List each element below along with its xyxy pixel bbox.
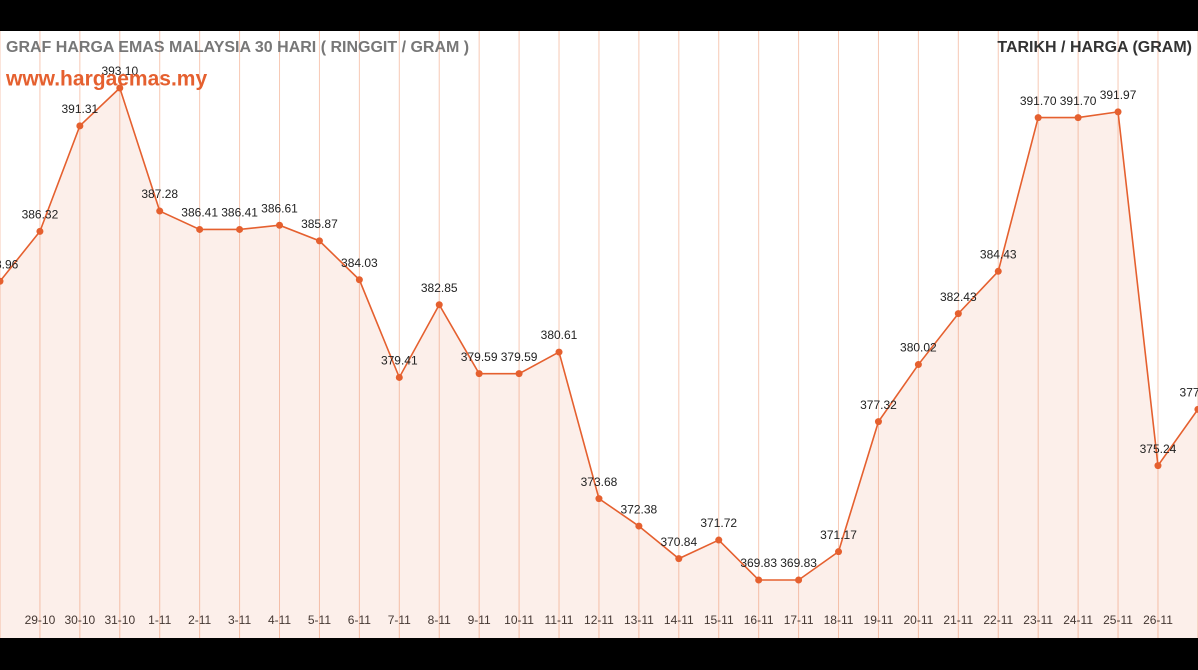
value-label: 370.84 — [660, 535, 697, 549]
value-label: 379.59 — [501, 350, 538, 364]
x-tick-label: 14-11 — [664, 613, 694, 627]
point — [675, 555, 683, 563]
point — [276, 221, 284, 229]
value-label: 369.83 — [780, 556, 817, 570]
x-tick-label: 8-11 — [428, 613, 451, 627]
legend-title: TARIKH / HARGA (GRAM) — [997, 39, 1192, 56]
value-label: 379.59 — [461, 350, 498, 364]
x-tick-label: 30-10 — [65, 613, 96, 627]
site-url: www.hargaemas.my — [5, 68, 207, 91]
area — [0, 88, 1198, 638]
x-tick-label: 15-11 — [704, 613, 734, 627]
value-label: 371.17 — [820, 528, 857, 542]
value-label: 377.32 — [860, 398, 897, 412]
value-label: 369.83 — [740, 556, 777, 570]
value-label: 386.32 — [22, 208, 59, 222]
value-label: 391.31 — [62, 102, 99, 116]
x-tick-label: 13-11 — [624, 613, 654, 627]
point — [755, 576, 763, 584]
x-tick-label: 17-11 — [784, 613, 814, 627]
x-tick-label: 20-11 — [903, 613, 933, 627]
value-label: 386.41 — [181, 206, 218, 220]
value-label: 382.85 — [421, 281, 458, 295]
point — [715, 536, 723, 544]
value-label: 383.96 — [0, 257, 19, 271]
value-label: 391.97 — [1100, 88, 1137, 102]
x-tick-label: 6-11 — [348, 613, 371, 627]
point — [1194, 405, 1198, 413]
x-tick-label: 25-11 — [1103, 613, 1133, 627]
point — [555, 348, 563, 356]
x-tick-label: 7-11 — [388, 613, 411, 627]
point — [196, 225, 204, 233]
x-tick-label: 19-11 — [864, 613, 894, 627]
value-label: 385.87 — [301, 217, 338, 231]
point — [156, 207, 164, 215]
point — [236, 225, 244, 233]
value-label: 391.70 — [1060, 94, 1097, 108]
x-tick-label: 31-10 — [104, 613, 135, 627]
x-tick-label: 1-11 — [148, 613, 171, 627]
point — [1074, 114, 1082, 122]
point — [954, 310, 962, 318]
x-tick-label: 10-11 — [504, 613, 534, 627]
x-tick-label: 16-11 — [744, 613, 774, 627]
point — [874, 418, 882, 426]
point — [435, 301, 443, 309]
value-label: 372.38 — [621, 502, 658, 516]
x-tick-label: 23-11 — [1023, 613, 1053, 627]
x-tick-label: 24-11 — [1063, 613, 1093, 627]
value-label: 386.41 — [221, 206, 258, 220]
value-label: 384.43 — [980, 247, 1017, 261]
chart-title: GRAF HARGA EMAS MALAYSIA 30 HARI ( RINGG… — [6, 39, 469, 56]
value-label: 377.90 — [1180, 386, 1198, 400]
value-label: 380.02 — [900, 341, 937, 355]
point — [475, 370, 483, 378]
value-label: 391.70 — [1020, 94, 1057, 108]
point — [355, 276, 363, 284]
x-tick-label: 4-11 — [268, 613, 291, 627]
point — [36, 227, 44, 235]
point — [1034, 114, 1042, 122]
point — [795, 576, 803, 584]
x-tick-label: 21-11 — [943, 613, 973, 627]
value-label: 371.72 — [700, 516, 737, 530]
point — [0, 277, 4, 285]
value-label: 384.03 — [341, 256, 378, 270]
value-label: 386.61 — [261, 201, 298, 215]
x-tick-label: 5-11 — [308, 613, 331, 627]
x-tick-label: 22-11 — [983, 613, 1013, 627]
x-tick-label: 11-11 — [545, 613, 574, 627]
x-tick-label: 3-11 — [228, 613, 251, 627]
value-label: 373.68 — [581, 475, 618, 489]
x-tick-label: 29-10 — [25, 613, 56, 627]
point — [515, 370, 523, 378]
point — [994, 267, 1002, 275]
point — [395, 373, 403, 381]
point — [635, 522, 643, 530]
value-label: 379.41 — [381, 354, 418, 368]
point — [116, 84, 124, 92]
value-label: 387.28 — [141, 187, 178, 201]
x-tick-label: 2-11 — [188, 613, 211, 627]
value-label: 393.10 — [101, 64, 138, 78]
value-label: 380.61 — [541, 328, 578, 342]
point — [76, 122, 84, 130]
point — [1154, 462, 1162, 470]
x-tick-label: 26-11 — [1143, 613, 1173, 627]
point — [835, 548, 843, 556]
point — [1114, 108, 1122, 116]
x-tick-label: 9-11 — [468, 613, 491, 627]
value-label: 375.24 — [1140, 442, 1177, 456]
value-label: 382.43 — [940, 290, 977, 304]
point — [595, 495, 603, 503]
x-tick-label: 18-11 — [824, 613, 854, 627]
x-tick-label: 12-11 — [584, 613, 614, 627]
point — [914, 361, 922, 369]
point — [315, 237, 323, 245]
